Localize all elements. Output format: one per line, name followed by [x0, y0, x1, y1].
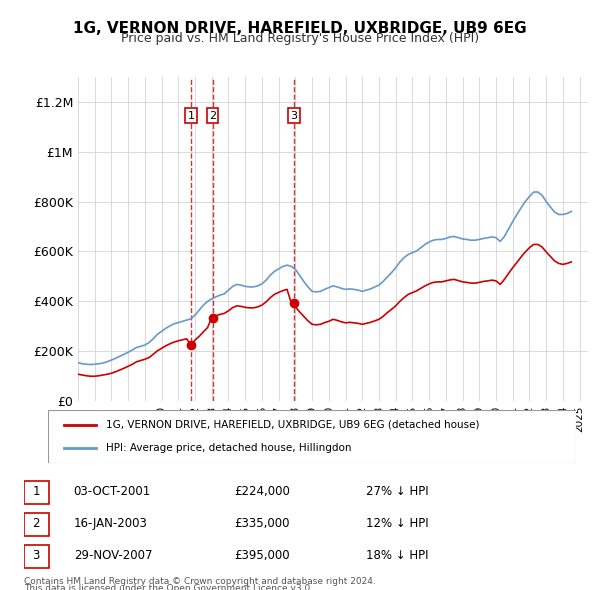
Text: £395,000: £395,000	[234, 549, 289, 562]
Text: 2: 2	[32, 517, 40, 530]
Text: 27% ↓ HPI: 27% ↓ HPI	[366, 485, 429, 499]
Text: 1G, VERNON DRIVE, HAREFIELD, UXBRIDGE, UB9 6EG (detached house): 1G, VERNON DRIVE, HAREFIELD, UXBRIDGE, U…	[106, 420, 479, 430]
Text: Price paid vs. HM Land Registry's House Price Index (HPI): Price paid vs. HM Land Registry's House …	[121, 32, 479, 45]
Text: Contains HM Land Registry data © Crown copyright and database right 2024.: Contains HM Land Registry data © Crown c…	[24, 577, 376, 586]
Text: £335,000: £335,000	[234, 517, 289, 530]
FancyBboxPatch shape	[24, 481, 49, 504]
Text: This data is licensed under the Open Government Licence v3.0.: This data is licensed under the Open Gov…	[24, 584, 313, 590]
Text: 1: 1	[187, 111, 194, 120]
Text: 18% ↓ HPI: 18% ↓ HPI	[366, 549, 429, 562]
Text: 3: 3	[290, 111, 298, 120]
Text: 3: 3	[32, 549, 40, 562]
Text: 12% ↓ HPI: 12% ↓ HPI	[366, 517, 429, 530]
Text: HPI: Average price, detached house, Hillingdon: HPI: Average price, detached house, Hill…	[106, 443, 352, 453]
Text: 03-OCT-2001: 03-OCT-2001	[74, 485, 151, 499]
Text: 16-JAN-2003: 16-JAN-2003	[74, 517, 148, 530]
FancyBboxPatch shape	[48, 410, 576, 463]
Text: 2: 2	[209, 111, 216, 120]
FancyBboxPatch shape	[24, 545, 49, 568]
Text: 1G, VERNON DRIVE, HAREFIELD, UXBRIDGE, UB9 6EG: 1G, VERNON DRIVE, HAREFIELD, UXBRIDGE, U…	[73, 21, 527, 35]
FancyBboxPatch shape	[24, 513, 49, 536]
Text: 1: 1	[32, 485, 40, 499]
Text: £224,000: £224,000	[234, 485, 290, 499]
Text: 29-NOV-2007: 29-NOV-2007	[74, 549, 152, 562]
